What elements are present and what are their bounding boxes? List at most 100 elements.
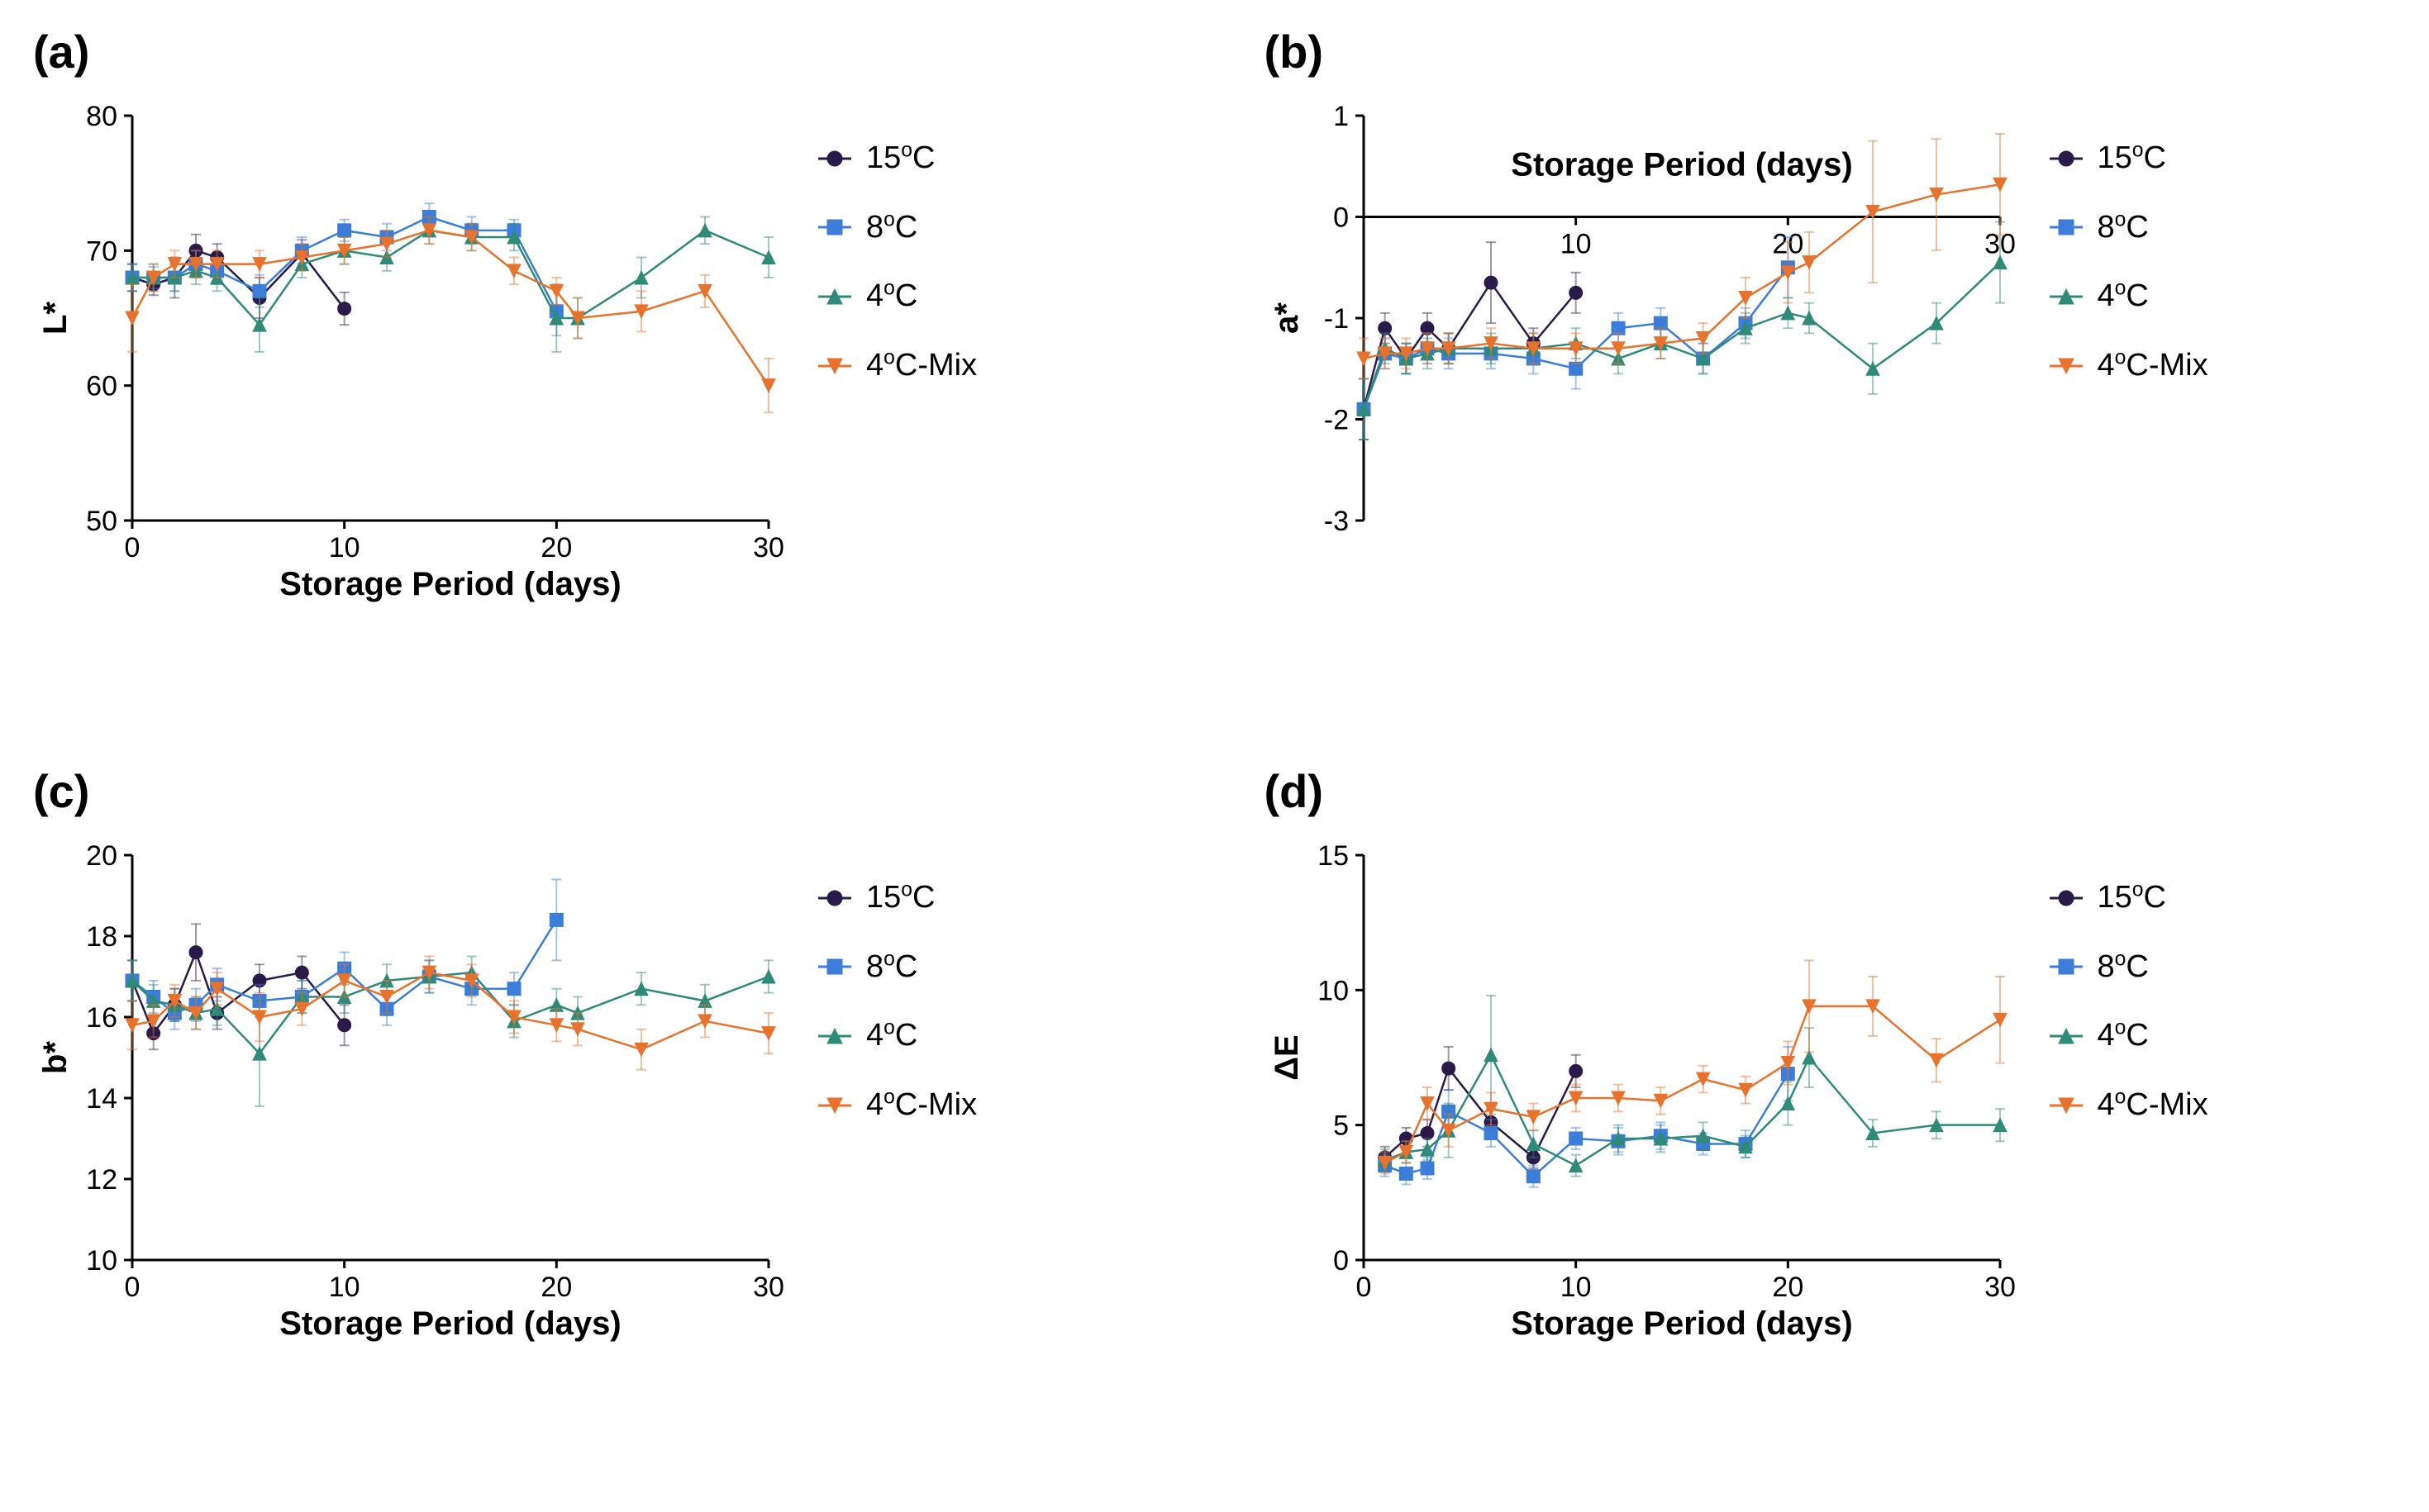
svg-text:30: 30 bbox=[753, 532, 784, 563]
chart-b: -3-2-101102030a*Storage Period (days) bbox=[1265, 91, 2025, 620]
legend-label: 4oC bbox=[866, 1001, 917, 1071]
panel-b-label: (b) bbox=[1265, 25, 1324, 78]
svg-text:10: 10 bbox=[1317, 975, 1349, 1006]
svg-text:20: 20 bbox=[541, 1272, 572, 1303]
chart-a: 50 60 70 80 0 10 20 30 L* Storage Period (days) bbox=[33, 91, 793, 620]
svg-text:20: 20 bbox=[541, 532, 572, 563]
legend-marker-icon bbox=[818, 1020, 851, 1053]
svg-text:10: 10 bbox=[329, 532, 360, 563]
legend-marker-icon bbox=[818, 882, 851, 915]
panel-d-label: (d) bbox=[1265, 764, 1324, 818]
svg-text:18: 18 bbox=[86, 921, 117, 953]
legend-label: 4oC-Mix bbox=[866, 1071, 977, 1140]
legend-label: 15oC bbox=[866, 863, 935, 933]
svg-text:5: 5 bbox=[1333, 1110, 1349, 1142]
svg-text:0: 0 bbox=[1333, 1245, 1349, 1277]
svg-text:14: 14 bbox=[86, 1083, 117, 1115]
svg-text:30: 30 bbox=[1984, 1272, 2016, 1303]
chart-d: 0510150102030ΔEStorage Period (days) bbox=[1265, 830, 2025, 1359]
svg-text:Storage Period (days): Storage Period (days) bbox=[1511, 147, 1852, 183]
legend-b: 15oC8oC4oC4oC-Mix bbox=[2050, 124, 2208, 400]
legend-label: 4oC-Mix bbox=[866, 331, 977, 401]
svg-text:12: 12 bbox=[86, 1164, 117, 1196]
panel-c: (c) 1012141618200102030b*Storage Period … bbox=[33, 773, 1198, 1479]
svg-text:50: 50 bbox=[86, 506, 117, 537]
svg-text:0: 0 bbox=[125, 532, 141, 563]
legend-item: 8oC bbox=[818, 193, 977, 263]
legend-marker-icon bbox=[818, 1089, 851, 1122]
legend-label: 4oC-Mix bbox=[2098, 331, 2208, 401]
legend-label: 8oC bbox=[866, 193, 917, 263]
legend-marker-icon bbox=[818, 211, 851, 244]
svg-text:10: 10 bbox=[1560, 229, 1591, 260]
svg-text:L*: L* bbox=[37, 302, 74, 335]
legend-label: 15oC bbox=[866, 124, 935, 193]
svg-text:80: 80 bbox=[86, 101, 117, 132]
legend-marker-icon bbox=[818, 142, 851, 175]
legend-item: 8oC bbox=[2050, 933, 2208, 1002]
legend-item: 4oC bbox=[818, 262, 977, 331]
legend-marker-icon bbox=[2050, 1089, 2083, 1122]
legend-d: 15oC8oC4oC4oC-Mix bbox=[2050, 863, 2208, 1139]
legend-marker-icon bbox=[2050, 142, 2083, 175]
legend-marker-icon bbox=[2050, 211, 2083, 244]
panel-b: (b) -3-2-101102030a*Storage Period (days… bbox=[1265, 33, 2429, 739]
svg-text:0: 0 bbox=[1333, 202, 1349, 234]
svg-text:0: 0 bbox=[1355, 1272, 1371, 1303]
legend-marker-icon bbox=[2050, 882, 2083, 915]
panel-c-label: (c) bbox=[33, 764, 89, 818]
svg-text:-1: -1 bbox=[1323, 303, 1348, 335]
legend-item: 15oC bbox=[2050, 124, 2208, 193]
svg-text:60: 60 bbox=[86, 371, 117, 402]
panel-a-label: (a) bbox=[33, 25, 89, 78]
legend-marker-icon bbox=[2050, 1020, 2083, 1053]
legend-c: 15oC8oC4oC4oC-Mix bbox=[818, 863, 977, 1139]
svg-text:20: 20 bbox=[1772, 1272, 1803, 1303]
svg-text:Storage Period (days): Storage Period (days) bbox=[279, 1305, 621, 1342]
legend-label: 8oC bbox=[2098, 193, 2149, 263]
legend-label: 4oC bbox=[866, 262, 917, 331]
legend-item: 15oC bbox=[818, 863, 977, 933]
legend-label: 4oC-Mix bbox=[2098, 1071, 2208, 1140]
svg-text:Storage Period (days): Storage Period (days) bbox=[1511, 1305, 1852, 1342]
svg-text:16: 16 bbox=[86, 1002, 117, 1034]
legend-marker-icon bbox=[818, 950, 851, 983]
legend-item: 15oC bbox=[818, 124, 977, 193]
legend-label: 4oC bbox=[2098, 262, 2149, 331]
legend-item: 4oC-Mix bbox=[818, 1071, 977, 1140]
svg-text:30: 30 bbox=[753, 1272, 784, 1303]
svg-text:1: 1 bbox=[1333, 101, 1349, 132]
svg-text:0: 0 bbox=[125, 1272, 141, 1303]
legend-item: 4oC-Mix bbox=[2050, 1071, 2208, 1140]
legend-label: 8oC bbox=[866, 933, 917, 1002]
svg-text:-2: -2 bbox=[1323, 405, 1348, 436]
legend-item: 4oC bbox=[818, 1001, 977, 1071]
svg-text:b*: b* bbox=[37, 1041, 74, 1074]
legend-item: 4oC bbox=[2050, 262, 2208, 331]
legend-a: 15oC8oC4oC4oC-Mix bbox=[818, 124, 977, 400]
svg-text:-3: -3 bbox=[1323, 506, 1348, 537]
panel-a: (a) 506070800102030L*Storage Period (day… bbox=[33, 33, 1198, 739]
legend-item: 4oC-Mix bbox=[818, 331, 977, 401]
svg-text:Storage Period (days): Storage Period (days) bbox=[279, 566, 621, 602]
legend-marker-icon bbox=[818, 349, 851, 383]
svg-text:20: 20 bbox=[86, 840, 117, 872]
legend-label: 15oC bbox=[2098, 863, 2166, 933]
svg-text:10: 10 bbox=[1560, 1272, 1591, 1303]
svg-text:10: 10 bbox=[329, 1272, 360, 1303]
legend-label: 4oC bbox=[2098, 1001, 2149, 1071]
svg-text:10: 10 bbox=[86, 1245, 117, 1277]
legend-marker-icon bbox=[2050, 280, 2083, 313]
legend-item: 8oC bbox=[2050, 193, 2208, 263]
svg-text:70: 70 bbox=[86, 235, 117, 267]
legend-marker-icon bbox=[2050, 349, 2083, 383]
legend-item: 8oC bbox=[818, 933, 977, 1002]
legend-item: 4oC-Mix bbox=[2050, 331, 2208, 401]
svg-text:15: 15 bbox=[1317, 840, 1349, 872]
legend-item: 4oC bbox=[2050, 1001, 2208, 1071]
legend-label: 8oC bbox=[2098, 933, 2149, 1002]
legend-label: 15oC bbox=[2098, 124, 2166, 193]
legend-marker-icon bbox=[818, 280, 851, 313]
svg-text:a*: a* bbox=[1269, 302, 1305, 334]
legend-marker-icon bbox=[2050, 950, 2083, 983]
